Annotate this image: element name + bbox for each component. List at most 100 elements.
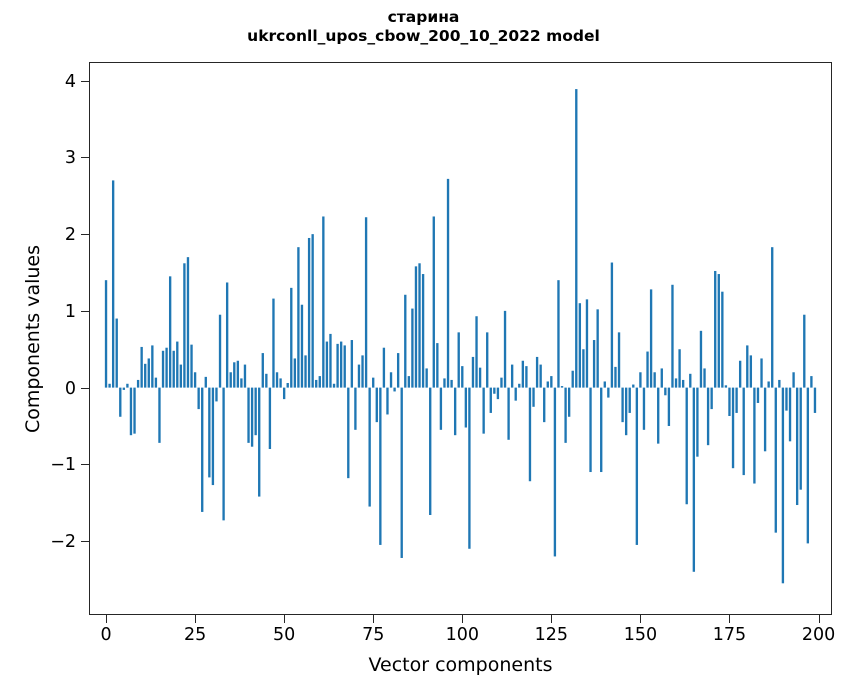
bar [532, 387, 535, 407]
x-axis-tick [284, 614, 286, 623]
bar [343, 345, 346, 388]
bar [692, 387, 696, 572]
bar [571, 370, 574, 388]
bar [724, 385, 728, 388]
x-axis-tick-label: 175 [712, 625, 747, 645]
y-axis-tick: −2 [50, 532, 90, 552]
bar [261, 353, 264, 388]
chart-title: старина ukrconll_upos_cbow_200_10_2022 m… [0, 8, 847, 46]
bar [795, 387, 799, 506]
bar [649, 289, 653, 388]
bar [543, 387, 546, 423]
bar [443, 378, 446, 388]
bar [115, 318, 118, 388]
bar [158, 387, 161, 443]
bar [265, 373, 268, 388]
bar [600, 387, 603, 473]
bar [714, 270, 717, 388]
bar [507, 387, 510, 440]
bar [671, 284, 674, 388]
bar [179, 364, 183, 388]
y-axis-tick-label: −1 [50, 455, 76, 476]
bar [706, 387, 710, 446]
bar [653, 372, 656, 388]
bar [293, 358, 297, 388]
bar-plot-area [90, 63, 831, 614]
bar [222, 387, 225, 521]
x-axis-tick [551, 614, 553, 623]
bar [567, 387, 571, 417]
bar [421, 274, 425, 388]
bar [674, 378, 678, 388]
y-axis-tick-label: 2 [64, 225, 76, 246]
bar [215, 387, 218, 402]
bar [660, 368, 663, 388]
bar [329, 333, 332, 388]
bar [657, 387, 660, 444]
bar [521, 360, 525, 388]
bar [108, 383, 111, 388]
bar [350, 340, 354, 388]
bar [272, 298, 275, 388]
bar [425, 368, 428, 388]
bar [738, 360, 742, 388]
x-axis-tick-label: 125 [534, 625, 569, 645]
bar [197, 387, 200, 410]
bar [136, 379, 140, 388]
bar [129, 387, 133, 436]
bar [400, 387, 403, 558]
bars-group [104, 89, 817, 584]
bar [635, 387, 639, 545]
bar [735, 387, 738, 413]
bar [332, 383, 336, 388]
y-axis-tick: 2 [65, 225, 90, 245]
bar [218, 314, 222, 388]
bar [603, 381, 606, 388]
bar [268, 387, 272, 449]
bars-svg [104, 89, 817, 584]
bar [578, 303, 582, 388]
bar [753, 387, 756, 484]
bar [354, 387, 357, 430]
x-axis-tick [640, 614, 642, 623]
y-axis-tick: −1 [50, 455, 90, 475]
bar [258, 387, 261, 497]
bar [450, 379, 453, 388]
bar [514, 387, 517, 401]
bar [229, 372, 232, 388]
x-axis-tick [729, 614, 731, 623]
bar [176, 341, 179, 388]
bar [225, 282, 229, 388]
bar [535, 356, 539, 388]
bar [172, 350, 175, 388]
bar [760, 358, 763, 388]
bar [247, 387, 250, 443]
bar [493, 387, 496, 394]
bar [418, 263, 421, 388]
bar [785, 387, 788, 411]
bar [646, 351, 649, 388]
x-axis-tick-label: 100 [445, 625, 479, 645]
x-axis-tick [818, 614, 820, 623]
bar [414, 266, 418, 388]
bar [236, 360, 240, 388]
bar [336, 343, 339, 388]
plot-axes: −2 −1 0 1 2 3 4 Components values 0 25 50 75 100 12… [22, 62, 835, 676]
x-axis-label: Vector components [368, 654, 553, 676]
y-axis-tick: 3 [65, 148, 90, 168]
bar [119, 387, 122, 417]
bar [126, 383, 129, 388]
x-axis-tick [462, 614, 464, 623]
bar [699, 330, 703, 388]
bar [806, 387, 810, 544]
bar [133, 387, 136, 434]
bar [774, 387, 777, 533]
bar [282, 387, 286, 400]
bar [592, 340, 596, 388]
bar [457, 332, 460, 388]
bar [621, 387, 624, 423]
x-axis-tick [106, 614, 108, 623]
bar [379, 387, 382, 545]
bar [575, 89, 578, 388]
bar [489, 387, 492, 413]
